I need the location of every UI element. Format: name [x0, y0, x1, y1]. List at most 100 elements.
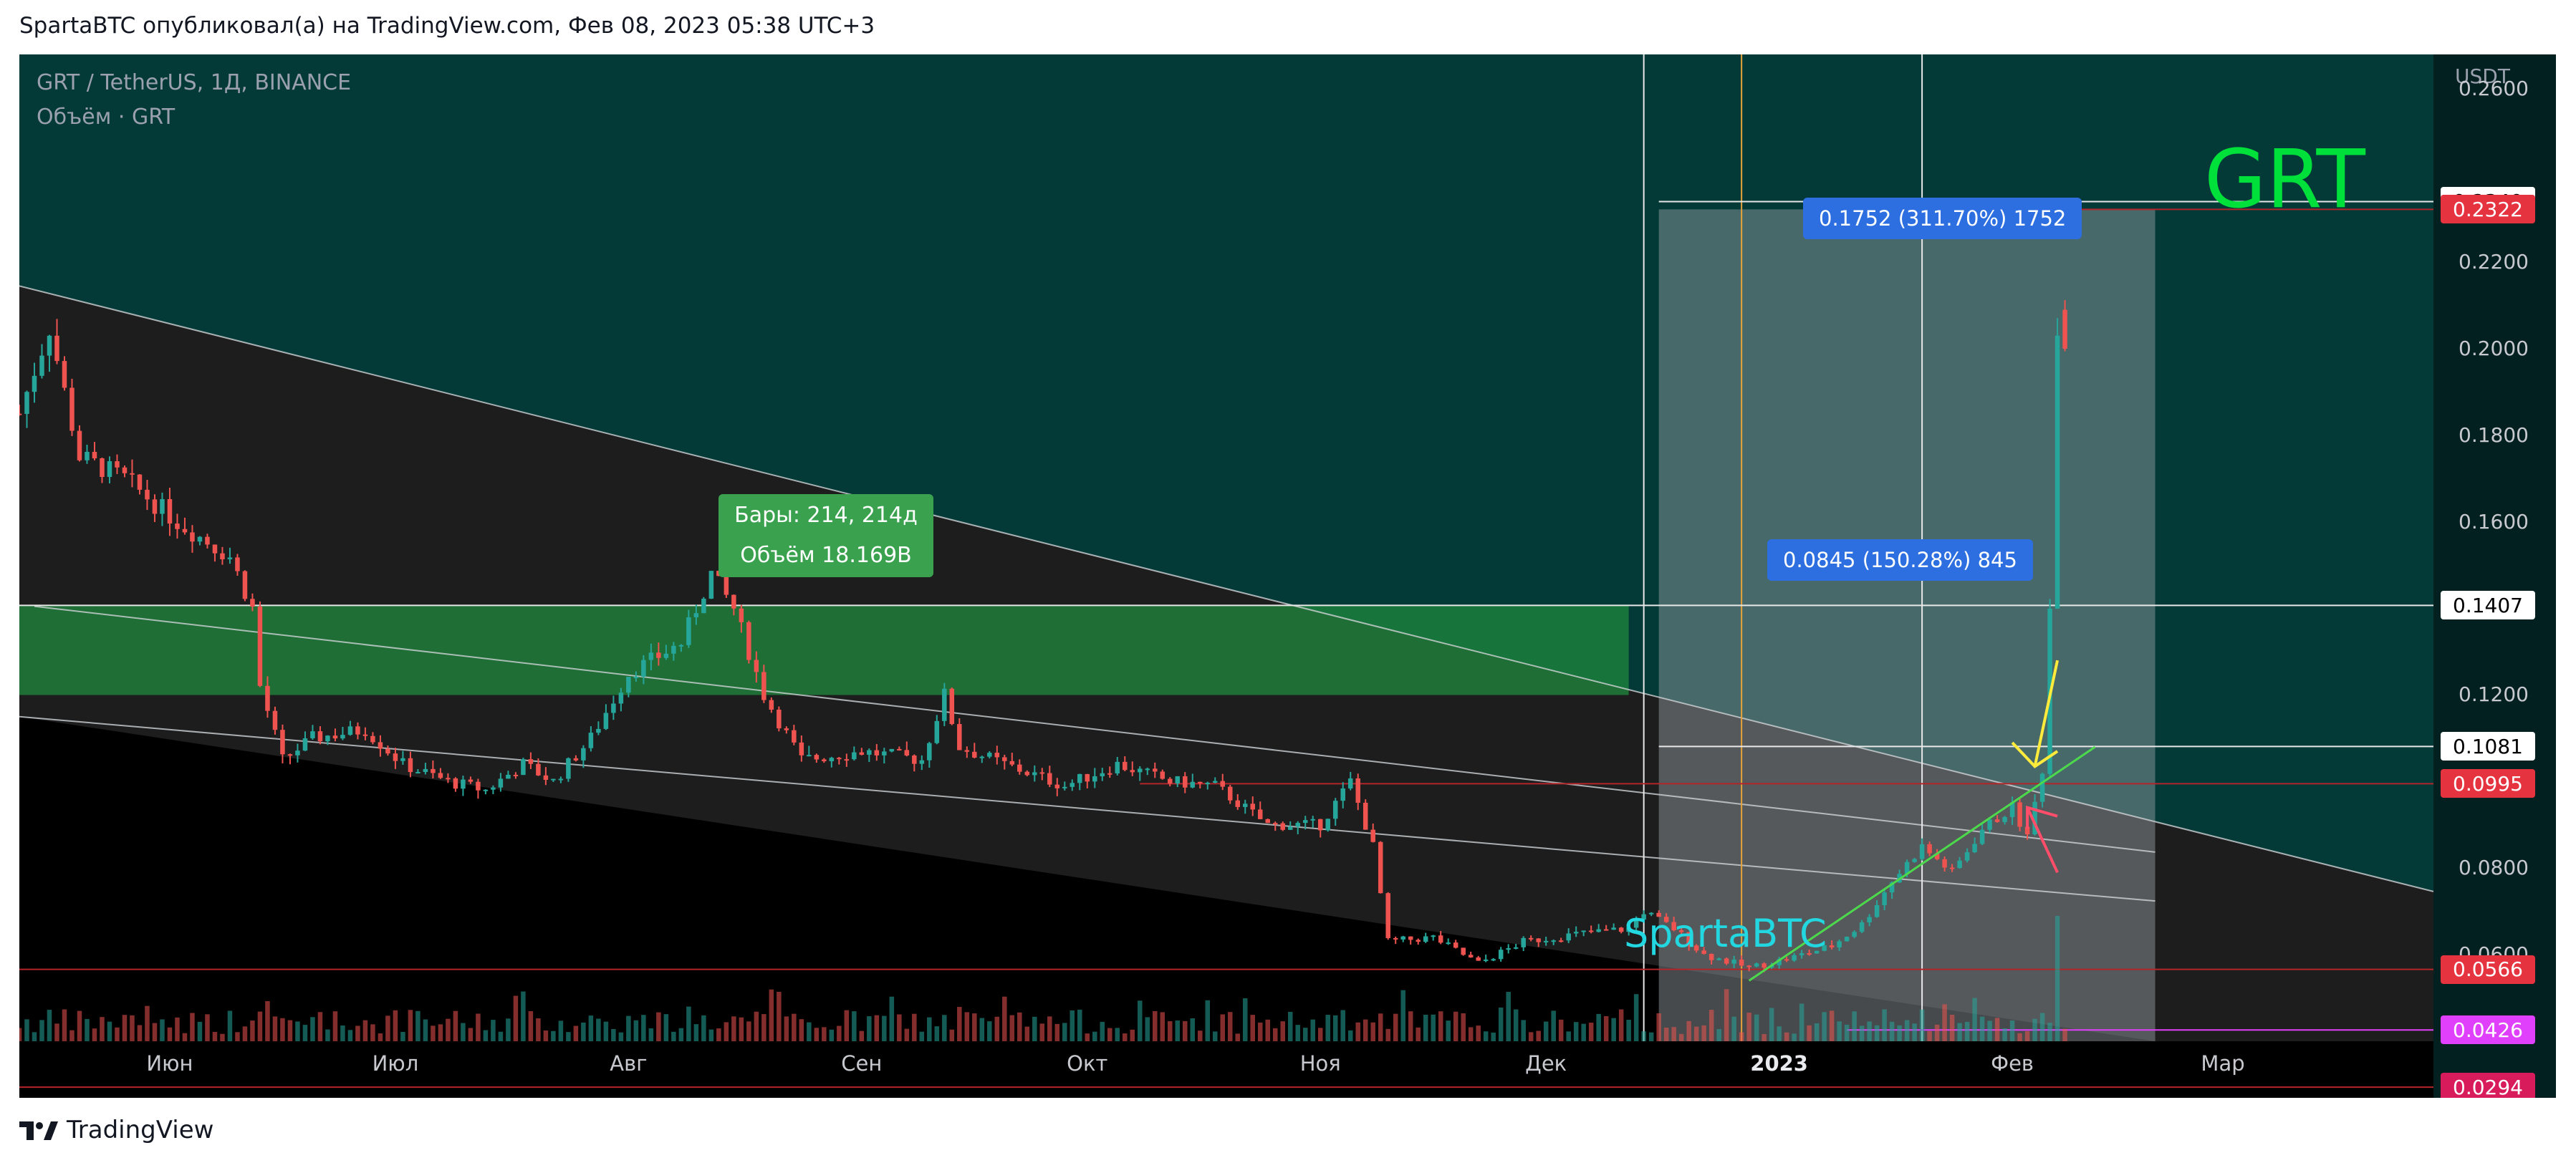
candle-body — [1461, 947, 1466, 955]
volume-bar — [483, 1030, 489, 1041]
volume-bar — [1287, 1011, 1293, 1041]
volume-bar — [438, 1024, 443, 1041]
candle-body — [483, 789, 489, 791]
candle-body — [1867, 917, 1872, 923]
volume-bar — [257, 1011, 263, 1041]
candle-body — [220, 553, 225, 560]
candle-body — [69, 387, 75, 431]
candle-body — [137, 474, 143, 490]
candles — [19, 300, 2067, 972]
candle-body — [1287, 826, 1293, 830]
volume-bar — [1919, 1009, 1925, 1041]
volume-bar — [1062, 1023, 1067, 1041]
volume-bar — [370, 1024, 375, 1041]
volume-bar — [1716, 1028, 1721, 1041]
volume-bar — [889, 996, 895, 1041]
candle-body — [551, 778, 556, 781]
volume-bar — [1355, 1022, 1360, 1041]
volume-bar — [1340, 1010, 1345, 1041]
candle-body — [1242, 803, 1248, 807]
candle-body — [2024, 826, 2030, 835]
volume-bar — [1566, 1031, 1571, 1041]
candle-body — [1123, 761, 1128, 771]
volume-bar — [1852, 1011, 1857, 1041]
candle-body — [1227, 786, 1233, 801]
volume-bar — [799, 1019, 804, 1041]
volume-bar — [332, 1011, 338, 1041]
candle-body — [39, 355, 44, 376]
tradingview-brand[interactable]: TradingView — [67, 1116, 214, 1144]
volume-bar — [1837, 1021, 1842, 1041]
volume-bar — [521, 991, 526, 1041]
volume-bar — [746, 1021, 751, 1041]
candle-body — [1792, 955, 1797, 961]
volume-bar — [1431, 1014, 1436, 1041]
candle-body — [1054, 784, 1060, 788]
candle-body — [581, 748, 586, 761]
candle-body — [347, 726, 353, 735]
volume-bar — [1250, 1015, 1255, 1041]
y-tick-label: 0.2200 — [2459, 250, 2529, 274]
y-tick-label: 0.2000 — [2459, 336, 2529, 360]
candle-body — [1934, 853, 1940, 859]
candle-body — [536, 763, 541, 776]
volume-bar — [1317, 1028, 1323, 1041]
volume-bar — [152, 1023, 158, 1041]
volume-bar — [1641, 1031, 1646, 1041]
candle-body — [1468, 955, 1474, 957]
price-axis-background — [2433, 54, 2556, 1098]
candle-body — [957, 724, 962, 750]
candle-body — [355, 726, 360, 735]
candle-body — [1250, 803, 1255, 810]
volume-legend[interactable]: Объём · GRT — [37, 105, 176, 130]
candle-body — [1581, 930, 1586, 932]
candle-body — [949, 688, 955, 725]
volume-bar — [137, 1025, 143, 1041]
volume-bar — [972, 1013, 977, 1041]
symbol-legend[interactable]: GRT / TetherUS, 1Д, BINANCE — [37, 70, 352, 95]
volume-bar — [1912, 1023, 1917, 1041]
candle-body — [491, 787, 496, 790]
volume-bar — [1024, 1026, 1030, 1041]
chart-frame[interactable]: GRT / TetherUS, 1Д, BINANCE Объём · GRT … — [19, 54, 2556, 1098]
candle-body — [1708, 953, 1714, 960]
candle-body — [212, 544, 218, 554]
candle-body — [1814, 950, 1820, 954]
price-tag: 0.0566 — [2441, 955, 2535, 984]
candle-body — [1927, 844, 1932, 854]
volume-bar — [1325, 1015, 1330, 1041]
candle-body — [807, 755, 812, 757]
measure-label-mid[interactable]: 0.0845 (150.28%) 845 — [1767, 539, 2033, 581]
volume-bar — [1295, 1025, 1300, 1041]
candle-body — [423, 768, 428, 772]
candle-body — [24, 392, 29, 414]
volume-bar — [1558, 1019, 1564, 1041]
candle-body — [1363, 802, 1368, 830]
tradingview-logo-icon[interactable] — [19, 1119, 58, 1142]
candle-body — [829, 758, 835, 762]
candle-body — [731, 594, 736, 609]
volume-bar — [1002, 996, 1007, 1041]
candle-body — [1347, 778, 1353, 789]
volume-bar — [633, 1020, 639, 1041]
volume-bars — [19, 916, 2067, 1041]
price-chart[interactable] — [19, 54, 2556, 1098]
candle-body — [852, 752, 857, 760]
volume-bar — [807, 1022, 812, 1041]
volume-bar — [2047, 1023, 2052, 1041]
candle-body — [1528, 937, 1534, 940]
candle-body — [1626, 927, 1631, 932]
volume-bar — [92, 1028, 97, 1041]
volume-bar — [1656, 1013, 1661, 1041]
measure-label-top[interactable]: 0.1752 (311.70%) 1752 — [1803, 198, 2082, 239]
volume-bar — [1378, 1013, 1383, 1041]
candle-body — [415, 771, 420, 773]
candle-body — [927, 743, 932, 761]
volume-bar — [167, 1027, 173, 1041]
candle-body — [558, 778, 564, 781]
candle-body — [633, 676, 639, 678]
candle-body — [867, 750, 872, 755]
volume-bar — [1784, 1032, 1789, 1041]
candle-body — [1852, 932, 1857, 937]
candle-body — [693, 613, 699, 617]
